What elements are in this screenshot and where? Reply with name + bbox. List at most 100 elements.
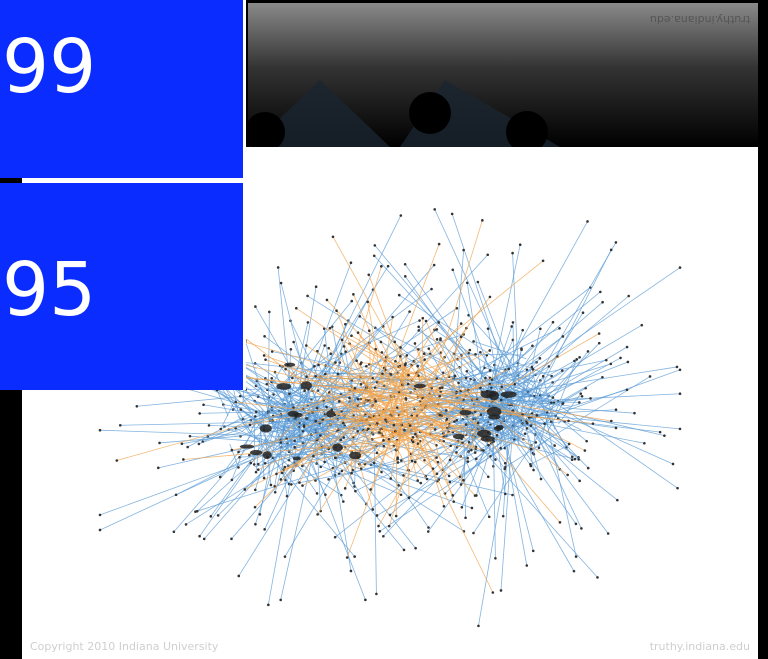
node [172,530,176,534]
node [115,459,119,462]
node [328,326,332,330]
node [343,487,347,490]
node [558,326,561,330]
edge [238,441,323,577]
edge [231,418,257,481]
edge [421,394,447,411]
node [676,486,679,490]
node [580,394,584,398]
edge [358,392,400,400]
node [314,285,318,289]
edge [306,345,410,415]
edge [414,339,441,380]
node [360,361,363,364]
node [158,441,161,445]
node [435,472,439,476]
edge [354,387,389,399]
node [601,375,604,379]
edge [413,388,441,416]
edge [339,401,383,434]
node [262,354,266,357]
edge [473,413,554,534]
node [407,496,411,500]
edge [344,430,368,489]
edge [227,375,405,395]
node [356,331,360,334]
node [352,293,355,296]
node [438,386,442,390]
hub [262,451,272,460]
edge [530,444,569,465]
node [380,351,384,354]
edge [298,286,317,392]
hub [493,426,503,432]
node [289,347,293,351]
edge [525,424,534,471]
node [501,514,505,518]
node [323,344,326,347]
node [430,287,433,291]
node [184,523,188,526]
edge [532,418,579,460]
node [419,481,423,485]
edge [393,415,413,462]
node [570,458,574,462]
node [531,368,535,371]
edge [375,373,383,394]
node [468,348,472,352]
edge [390,367,405,397]
node [503,467,507,471]
node [416,479,420,482]
node [254,410,258,414]
hub [413,383,426,389]
edge [521,369,528,395]
edge [283,443,379,470]
hub [500,391,517,398]
edge [555,359,578,412]
node [294,306,298,310]
reflected-credit: truthy.indiana.edu [650,13,750,26]
node [305,417,308,420]
node [578,401,581,404]
node [411,435,415,439]
node [315,406,319,410]
node [334,361,337,364]
node [393,340,397,344]
node [306,294,309,298]
node [293,445,296,449]
node [581,311,585,315]
node [431,467,435,470]
node [579,392,583,395]
node [279,441,283,444]
edge [294,443,513,496]
node [520,348,523,351]
node [451,268,455,272]
node [479,350,482,354]
node [476,421,480,425]
node [317,363,320,367]
edge [373,431,397,464]
reflection-node [506,111,548,153]
node [253,488,257,492]
edge [240,395,265,407]
edge [444,405,498,436]
node [577,458,580,461]
edge [266,376,369,385]
node [472,531,475,535]
edge [477,281,514,375]
edge [388,439,417,527]
edge [375,327,455,367]
node [314,419,318,423]
node [393,430,397,433]
node [455,451,458,454]
node [407,373,410,377]
edge [511,378,587,442]
edge [405,432,419,481]
node [284,367,287,371]
node [442,504,446,508]
edge [245,387,308,390]
edge [397,408,532,450]
node [356,429,359,433]
edge [249,397,382,426]
edge [303,375,456,406]
